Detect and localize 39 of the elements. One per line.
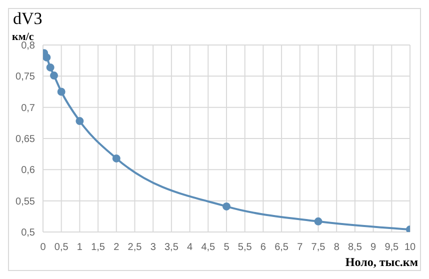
x-tick-label: 4,5 [201, 242, 216, 253]
x-tick-label: 2 [114, 242, 120, 253]
point [57, 88, 66, 96]
chart-title: dV3 [13, 9, 42, 29]
x-tick-label: 1 [76, 242, 83, 253]
x-tick-label: 3 [150, 242, 156, 253]
y-tick-label: 0,5 [21, 228, 36, 239]
x-tick-label: 5,5 [238, 242, 252, 253]
point [314, 217, 322, 226]
x-tick-label: 9,5 [384, 242, 400, 253]
y-tick-label: 0,65 [16, 134, 36, 146]
point [112, 154, 120, 162]
x-axis-title: Ноло, тыс.км [345, 255, 418, 270]
y-tick-label: 0,75 [16, 72, 36, 83]
point [46, 63, 54, 72]
x-tick-label: 0 [40, 242, 46, 253]
x-tick-label: 7,5 [311, 242, 326, 253]
x-tick-label: 1,5 [91, 242, 106, 253]
x-tick-label: 8 [334, 242, 340, 253]
point [43, 53, 51, 62]
x-tick-label: 6 [260, 242, 266, 253]
point [50, 72, 58, 80]
point [76, 117, 84, 126]
point [222, 202, 230, 210]
y-tick-label: 0,8 [21, 40, 36, 52]
x-tick-label: 5 [224, 242, 230, 253]
x-tick-label: 9 [370, 242, 377, 253]
x-tick-label: 10 [404, 242, 416, 253]
y-tick-label: 0,7 [21, 102, 36, 114]
y-tick-label: 0,55 [16, 196, 36, 208]
x-tick-label: 8,5 [348, 242, 362, 253]
x-tick-label: 6,5 [274, 242, 289, 253]
y-tick-label: 0,6 [21, 165, 36, 176]
x-tick-label: 7 [297, 242, 304, 253]
x-tick-label: 2,5 [128, 242, 142, 253]
x-tick-label: 4 [187, 242, 194, 253]
y-axis-title: км/с [12, 31, 34, 43]
x-tick-label: 0,5 [54, 242, 69, 253]
x-tick-label: 3,5 [164, 242, 179, 253]
